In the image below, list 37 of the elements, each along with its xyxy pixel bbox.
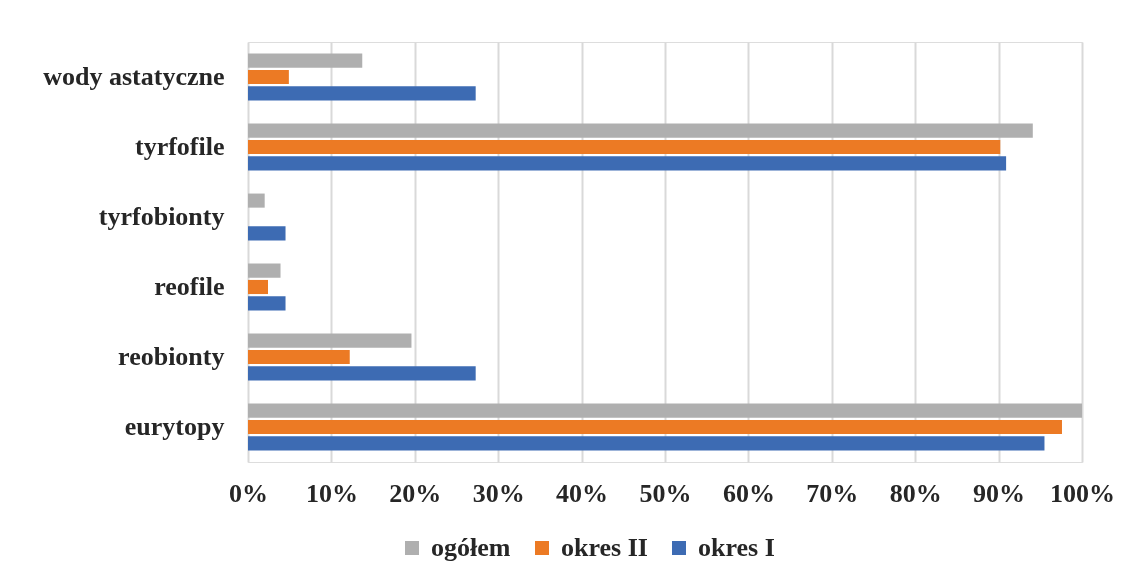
x-tick-label: 70%: [806, 478, 859, 508]
bar: [248, 139, 1001, 155]
x-tick-label: 100%: [1050, 478, 1115, 508]
x-tick-label: 0%: [229, 478, 268, 508]
bar: [248, 86, 476, 101]
bar: [248, 156, 1007, 171]
x-tick-label: 80%: [889, 478, 942, 508]
bar: [248, 366, 476, 381]
y-tick-label: wody astatyczne: [43, 62, 225, 91]
bar: [248, 419, 1062, 435]
bar: [248, 436, 1045, 451]
y-tick-label: reofile: [154, 272, 225, 301]
bar: [248, 333, 412, 348]
bar: [248, 403, 1082, 418]
x-tick-label: 50%: [639, 478, 692, 508]
bar: [248, 226, 286, 241]
bar: [248, 53, 363, 68]
bar: [248, 263, 281, 278]
x-tick-label: 90%: [973, 478, 1026, 508]
x-tick-label: 30%: [472, 478, 525, 508]
y-tick-label: reobionty: [118, 342, 225, 371]
bar: [248, 279, 269, 295]
x-tick-label: 20%: [389, 478, 442, 508]
bar: [248, 69, 289, 85]
bar: [248, 349, 350, 365]
bar: [248, 193, 265, 208]
x-tick-label: 10%: [305, 478, 358, 508]
y-tick-label: eurytopy: [124, 412, 225, 441]
y-tick-label: tyrfofile: [134, 132, 225, 161]
x-tick-label: 60%: [722, 478, 775, 508]
legend-label: okres I: [698, 533, 775, 562]
y-tick-label: tyrfobionty: [98, 202, 225, 231]
legend-label: okres II: [561, 533, 648, 562]
bar: [248, 123, 1033, 138]
legend-label: ogółem: [431, 533, 511, 562]
x-tick-label: 40%: [556, 478, 609, 508]
bar: [248, 296, 286, 311]
